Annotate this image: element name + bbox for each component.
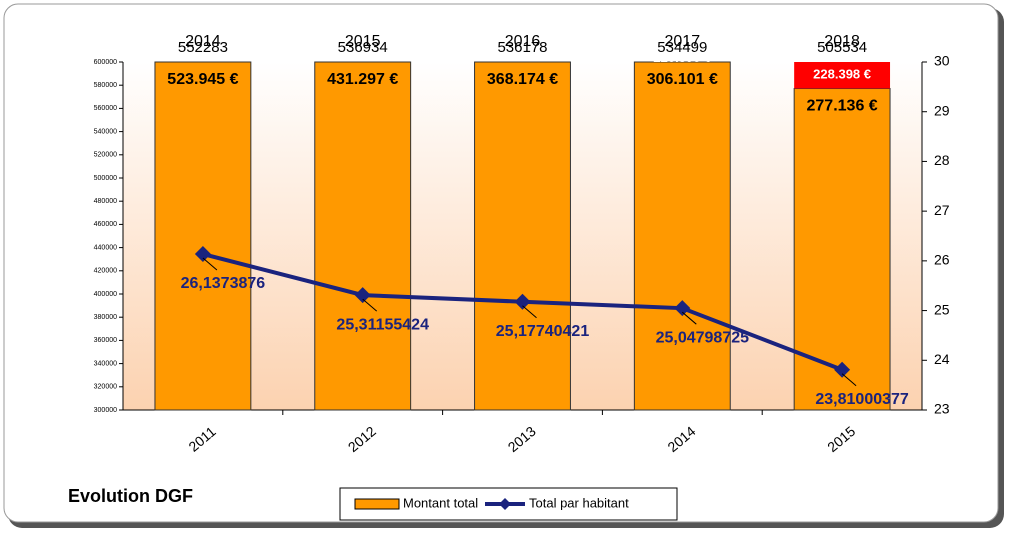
y-tick-label: 480000 <box>94 198 117 205</box>
value-label: 277.136 € <box>807 98 878 115</box>
value-label: 228.398 € <box>653 50 711 65</box>
leader-line <box>681 311 697 325</box>
bar-segment <box>154 61 252 411</box>
line-point <box>514 293 531 310</box>
bar-segment <box>314 61 412 411</box>
total-label: 552283 <box>178 39 228 56</box>
value-label: 523.945 € <box>167 71 238 88</box>
top-category-label: 2017 <box>665 33 701 50</box>
y-tick-label: 300000 <box>94 407 117 414</box>
y2-tick-label: 28 <box>934 152 950 168</box>
leader-line <box>841 373 857 387</box>
top-category-label: 2018 <box>824 33 860 50</box>
y-tick-label: 560000 <box>94 105 117 112</box>
total-label: 505534 <box>817 39 867 56</box>
y-tick-label: 320000 <box>94 384 117 391</box>
value-label: 168.004 € <box>494 14 552 29</box>
line-point <box>194 246 211 263</box>
value-label: 306.101 € <box>647 71 718 88</box>
legend-swatch <box>354 498 400 510</box>
line-point <box>354 287 371 304</box>
y2-tick-label: 25 <box>934 301 950 317</box>
line-point <box>834 361 851 378</box>
bar-segment <box>474 61 571 411</box>
legend-label: Montant total <box>403 495 478 510</box>
chart-title: Evolution DGF <box>68 486 193 506</box>
line-value-label: 25,31155424 <box>336 316 429 333</box>
top-category-label: 2014 <box>185 33 221 50</box>
y-tick-label: 340000 <box>94 360 117 367</box>
y-tick-label: 580000 <box>94 82 117 89</box>
y-tick-label: 460000 <box>94 221 117 228</box>
line-value-label: 25,04798725 <box>656 329 750 346</box>
y-tick-label: 520000 <box>94 152 117 159</box>
total-label: 536178 <box>497 39 547 56</box>
y-tick-label: 540000 <box>94 128 117 135</box>
bar-segment <box>633 61 731 411</box>
y2-tick-label: 26 <box>934 252 950 268</box>
y-tick-label: 360000 <box>94 337 117 344</box>
line-value-label: 26,1373876 <box>181 275 266 292</box>
bar-segment <box>794 62 891 89</box>
y-tick-label: 500000 <box>94 175 117 182</box>
total-label: 536934 <box>338 39 388 56</box>
y2-tick-label: 27 <box>934 202 950 218</box>
y2-tick-label: 30 <box>934 53 950 69</box>
total-label: 534499 <box>657 39 707 56</box>
y-tick-label: 400000 <box>94 291 117 298</box>
leader-line <box>522 305 537 319</box>
y2-tick-label: 24 <box>934 351 950 367</box>
leader-line <box>362 298 378 312</box>
y-tick-label: 380000 <box>94 314 117 321</box>
y2-tick-label: 23 <box>934 401 950 417</box>
line-point <box>674 300 691 317</box>
value-label: 228.398 € <box>813 67 871 82</box>
top-category-label: 2016 <box>505 33 541 50</box>
y2-tick-label: 29 <box>934 102 950 118</box>
y-tick-label: 600000 <box>94 59 117 66</box>
legend-swatch-point <box>499 498 511 510</box>
value-label: 368.174 € <box>487 71 558 88</box>
leader-line <box>202 257 218 271</box>
line-value-label: 23,81000377 <box>815 391 909 408</box>
legend-label: Total par habitant <box>529 495 629 510</box>
line-value-label: 25,17740421 <box>496 323 590 340</box>
y-tick-label: 440000 <box>94 244 117 251</box>
top-category-label: 2015 <box>345 33 381 50</box>
value-label: 431.297 € <box>327 71 398 88</box>
y-tick-label: 420000 <box>94 268 117 275</box>
